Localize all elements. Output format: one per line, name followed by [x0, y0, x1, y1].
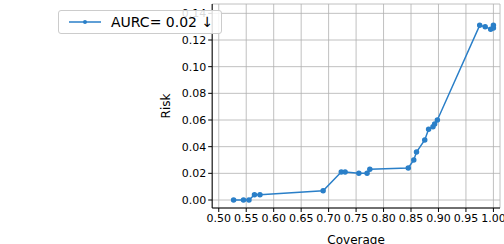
svg-text:0.90: 0.90: [426, 212, 451, 225]
svg-text:0.60: 0.60: [261, 212, 286, 225]
svg-text:0.80: 0.80: [371, 212, 396, 225]
svg-text:0.06: 0.06: [182, 114, 207, 127]
svg-text:1.00: 1.00: [481, 212, 496, 225]
svg-text:0.85: 0.85: [399, 212, 424, 225]
svg-text:0.75: 0.75: [344, 212, 369, 225]
svg-text:0.14: 0.14: [182, 7, 207, 20]
svg-text:0.50: 0.50: [207, 212, 232, 225]
svg-text:0.55: 0.55: [234, 212, 259, 225]
svg-text:0.08: 0.08: [182, 87, 207, 100]
svg-text:0.04: 0.04: [182, 141, 207, 154]
svg-text:0.00: 0.00: [182, 194, 207, 207]
svg-text:Coverage: Coverage: [327, 233, 385, 244]
svg-text:0.10: 0.10: [182, 61, 207, 74]
svg-text:0.12: 0.12: [182, 34, 207, 47]
svg-text:0.65: 0.65: [289, 212, 314, 225]
svg-text:Risk: Risk: [159, 94, 173, 119]
svg-text:0.70: 0.70: [316, 212, 341, 225]
svg-text:0.02: 0.02: [182, 167, 207, 180]
svg-text:0.95: 0.95: [454, 212, 479, 225]
